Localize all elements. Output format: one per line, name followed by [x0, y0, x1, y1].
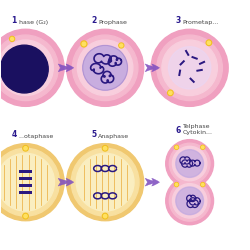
Circle shape — [82, 42, 86, 46]
Polygon shape — [185, 50, 190, 56]
Circle shape — [166, 177, 214, 225]
Circle shape — [202, 184, 204, 186]
Circle shape — [104, 147, 107, 150]
Text: 5: 5 — [91, 130, 96, 139]
Circle shape — [119, 43, 124, 48]
Polygon shape — [19, 178, 32, 180]
Polygon shape — [19, 192, 32, 194]
Circle shape — [162, 40, 218, 96]
Text: hase (G₂): hase (G₂) — [18, 20, 48, 25]
Polygon shape — [179, 60, 185, 66]
Polygon shape — [178, 70, 181, 76]
Text: 6: 6 — [176, 126, 181, 135]
Circle shape — [72, 35, 138, 100]
Circle shape — [168, 47, 211, 89]
Text: Anaphase: Anaphase — [98, 134, 129, 139]
Circle shape — [120, 44, 123, 47]
Polygon shape — [19, 184, 32, 187]
Circle shape — [166, 140, 214, 188]
Circle shape — [207, 41, 210, 44]
Circle shape — [0, 40, 53, 96]
Circle shape — [168, 90, 173, 96]
Circle shape — [201, 145, 205, 149]
Circle shape — [0, 144, 64, 221]
Circle shape — [174, 182, 178, 186]
Text: 2: 2 — [91, 16, 96, 25]
Circle shape — [176, 150, 204, 178]
Circle shape — [0, 148, 60, 216]
Circle shape — [102, 146, 108, 151]
Circle shape — [175, 146, 178, 148]
Circle shape — [169, 91, 172, 94]
Circle shape — [172, 146, 207, 181]
Circle shape — [206, 40, 212, 46]
Circle shape — [104, 214, 107, 218]
Circle shape — [10, 36, 14, 42]
Circle shape — [66, 144, 144, 221]
Text: 1: 1 — [12, 16, 17, 25]
Circle shape — [169, 143, 210, 184]
Circle shape — [24, 147, 27, 150]
Text: 4: 4 — [12, 130, 17, 139]
Polygon shape — [196, 69, 203, 72]
Circle shape — [102, 213, 108, 219]
Text: Telphase
Cytokin...: Telphase Cytokin... — [183, 124, 213, 135]
Circle shape — [151, 29, 228, 106]
Circle shape — [176, 187, 204, 215]
Circle shape — [0, 153, 54, 211]
Polygon shape — [19, 170, 32, 173]
Text: Prometap...: Prometap... — [183, 20, 219, 25]
Circle shape — [157, 35, 222, 100]
Circle shape — [169, 180, 210, 221]
Circle shape — [174, 145, 178, 149]
Text: Prophase: Prophase — [98, 20, 127, 25]
Circle shape — [66, 29, 144, 106]
Circle shape — [175, 184, 178, 186]
Circle shape — [83, 46, 128, 90]
Polygon shape — [199, 60, 205, 65]
Circle shape — [76, 153, 134, 211]
Text: ...otaphase: ...otaphase — [18, 134, 54, 139]
Circle shape — [77, 40, 133, 96]
Circle shape — [81, 41, 87, 47]
Circle shape — [0, 35, 58, 100]
Circle shape — [201, 182, 205, 186]
Polygon shape — [191, 56, 198, 60]
Circle shape — [0, 45, 48, 93]
Circle shape — [24, 214, 27, 218]
Circle shape — [202, 146, 204, 148]
Circle shape — [23, 213, 28, 219]
Circle shape — [23, 146, 28, 151]
Circle shape — [0, 29, 64, 106]
Polygon shape — [189, 77, 195, 83]
Circle shape — [172, 184, 207, 218]
Circle shape — [10, 38, 14, 40]
Circle shape — [71, 148, 139, 216]
Text: 3: 3 — [176, 16, 181, 25]
